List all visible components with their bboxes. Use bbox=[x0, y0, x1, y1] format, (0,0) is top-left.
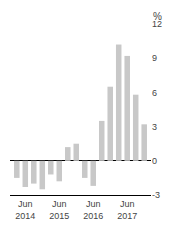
svg-text:Jun2017: Jun2017 bbox=[117, 199, 137, 221]
svg-text:-3: -3 bbox=[152, 190, 160, 200]
svg-text:6: 6 bbox=[152, 88, 157, 98]
svg-text:Jun2016: Jun2016 bbox=[83, 199, 103, 221]
svg-text:9: 9 bbox=[152, 53, 157, 63]
svg-text:3: 3 bbox=[152, 122, 157, 132]
svg-text:0: 0 bbox=[152, 156, 157, 166]
svg-text:Jun2014: Jun2014 bbox=[15, 199, 35, 221]
svg-text:Jun2015: Jun2015 bbox=[49, 199, 69, 221]
svg-text:12: 12 bbox=[152, 19, 162, 29]
svg-text:%: % bbox=[153, 11, 162, 22]
